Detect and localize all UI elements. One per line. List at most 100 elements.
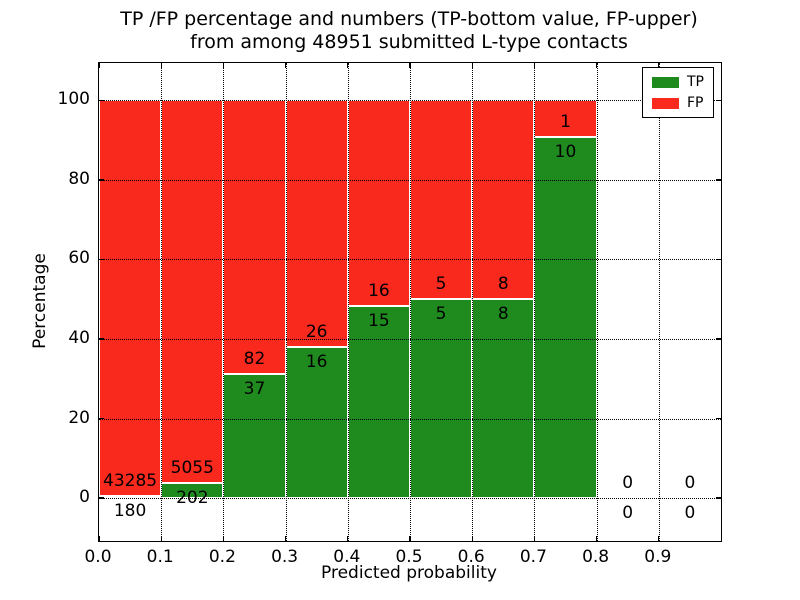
x-tick-label-8: 0.8 (582, 547, 610, 567)
x-tick-bottom-0 (98, 536, 100, 541)
x-tick-label-5: 0.5 (395, 547, 423, 567)
tp-count-label-7: 10 (554, 141, 577, 162)
x-tick-label-9: 0.9 (644, 547, 672, 567)
fp-bar-3 (285, 100, 348, 347)
y-tick-right-60 (716, 258, 721, 261)
fp-legend-label: FP (687, 95, 704, 111)
y-tick-label-0: 0 (79, 487, 90, 508)
x-tick-bottom-0.1 (160, 536, 162, 541)
y-tick-label-5: 100 (57, 89, 90, 110)
chart-title: TP /FP percentage and numbers (TP-bottom… (98, 8, 720, 54)
y-tick-label-4: 80 (68, 168, 90, 189)
fp-count-label-8: 0 (622, 473, 634, 494)
x-gridline-0.8 (596, 63, 598, 541)
y-tick-label-2: 40 (68, 327, 90, 348)
x-tick-top-0.8 (595, 63, 598, 68)
tp-legend-label: TP (687, 74, 704, 90)
x-axis-label: Predicted probability (321, 563, 497, 583)
x-tick-top-0.7 (533, 63, 536, 68)
y-tick-left-60 (99, 258, 104, 261)
tp-bar-2 (223, 374, 286, 499)
legend-item-tp: TP (652, 75, 704, 89)
x-tick-bottom-0.4 (347, 536, 349, 541)
x-tick-top-0.2 (222, 63, 225, 68)
tp-bar-3 (285, 346, 348, 499)
x-gridline-0.1 (161, 63, 163, 541)
legend: TP FP (642, 67, 714, 118)
tp-count-label-8: 0 (622, 503, 634, 524)
fp-bar-2 (223, 100, 286, 375)
fp-count-label-9: 0 (684, 473, 696, 494)
x-tick-label-2: 0.2 (208, 547, 236, 567)
fp-bar-0 (99, 100, 162, 497)
fp-count-label-6: 8 (497, 274, 509, 295)
x-tick-top-0.4 (347, 63, 349, 68)
y-tick-right-20 (716, 417, 721, 420)
x-tick-top-0.5 (409, 63, 411, 68)
y-tick-label-1: 20 (68, 407, 90, 428)
x-tick-bottom-0.6 (471, 536, 473, 541)
fp-swatch (652, 97, 679, 109)
x-tick-bottom-0.7 (533, 536, 536, 541)
fp-count-label-4: 16 (368, 280, 390, 301)
y-tick-left-40 (99, 338, 104, 340)
x-tick-label-1: 0.1 (146, 547, 174, 567)
x-tick-bottom-0.5 (409, 536, 411, 541)
chart-title-line1: TP /FP percentage and numbers (TP-bottom… (120, 8, 698, 30)
x-gridline-0.3 (285, 63, 287, 541)
plot-area: TP FP 43285 180 5055 202 82 37 26 16 16 15 5 5 8 8 1 10… (98, 62, 722, 542)
fp-count-label-5: 5 (435, 274, 447, 295)
tp-count-label-6: 8 (497, 304, 509, 325)
tp-bar-5 (410, 299, 473, 499)
fp-count-label-2: 82 (243, 349, 266, 370)
y-tick-right-0 (716, 497, 721, 499)
fp-bar-1 (161, 100, 224, 483)
x-tick-label-6: 0.6 (457, 547, 485, 567)
x-tick-label-4: 0.4 (333, 547, 361, 567)
x-tick-top-0.3 (284, 63, 287, 68)
y-tick-left-20 (99, 417, 104, 420)
y-tick-left-100 (99, 99, 104, 102)
fp-bar-4 (347, 100, 410, 306)
fp-bar-5 (410, 100, 473, 300)
x-tick-label-7: 0.7 (519, 547, 547, 567)
legend-item-fp: FP (652, 96, 704, 110)
fp-bar-6 (472, 100, 535, 300)
x-tick-label-0: 0.0 (84, 547, 112, 567)
x-tick-label-3: 0.3 (271, 547, 299, 567)
y-tick-label-3: 60 (68, 248, 90, 269)
tp-count-label-4: 15 (368, 310, 390, 331)
x-gridline-0.9 (658, 63, 660, 541)
tp-bar-4 (347, 305, 410, 499)
x-gridline-0.6 (472, 63, 474, 541)
y-tick-right-40 (716, 338, 721, 340)
x-tick-top-0.1 (160, 63, 162, 68)
x-tick-top-0.9 (658, 63, 660, 68)
x-tick-bottom-0.3 (284, 536, 287, 541)
tp-count-label-3: 16 (305, 351, 328, 372)
chart-title-line2: from among 48951 submitted L-type contac… (190, 31, 628, 53)
tp-count-label-1: 202 (176, 487, 209, 508)
y-tick-left-80 (99, 179, 104, 181)
fp-count-label-1: 5055 (170, 457, 214, 478)
tp-count-label-5: 5 (435, 304, 447, 325)
tp-count-label-2: 37 (243, 379, 266, 400)
tp-count-label-0: 180 (113, 501, 147, 522)
x-tick-top-0 (98, 63, 100, 68)
x-gridline-0.7 (534, 63, 536, 541)
fp-count-label-7: 1 (560, 111, 571, 132)
tp-bar-6 (472, 299, 535, 499)
tp-count-label-9: 0 (684, 503, 696, 524)
y-tick-left-0 (99, 497, 104, 499)
x-tick-bottom-0.9 (658, 536, 660, 541)
y-tick-right-80 (716, 179, 721, 181)
tp-bar-7 (534, 136, 597, 499)
x-tick-top-0.6 (471, 63, 473, 68)
tp-swatch (652, 76, 679, 88)
y-tick-right-100 (716, 99, 721, 102)
fp-count-label-0: 43285 (103, 471, 158, 492)
fp-count-label-3: 26 (305, 321, 328, 342)
x-gridline-0.4 (347, 63, 349, 541)
x-tick-bottom-0.8 (595, 536, 598, 541)
